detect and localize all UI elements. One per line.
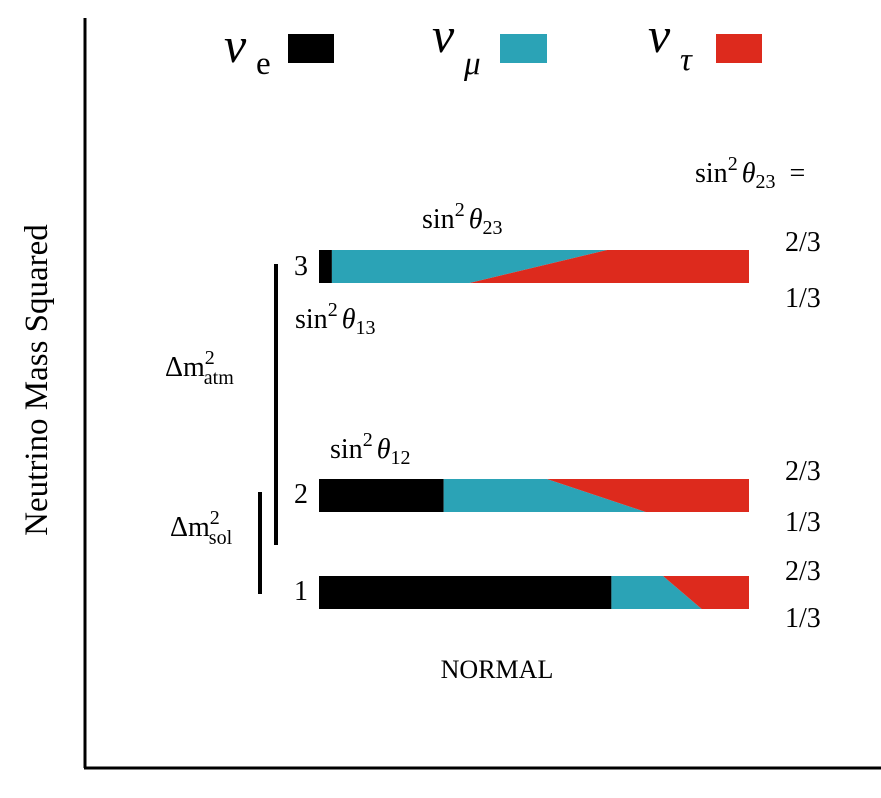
legend-item-nu-mu: ν μ	[432, 7, 547, 82]
nu-mu-segment	[443, 479, 646, 512]
theta23-label: sin2 θ23	[422, 199, 502, 239]
nu-mu-segment	[611, 576, 702, 609]
mass-state-1-bar	[319, 576, 749, 609]
nu-e-segment	[319, 576, 612, 609]
mass-state-2-label: 2	[294, 479, 308, 510]
state-2-lower-value: 1/3	[785, 507, 821, 538]
legend: ν e ν μ ν τ	[224, 7, 762, 82]
state-3-lower-value: 1/3	[785, 283, 821, 314]
nu-e-segment	[319, 479, 444, 512]
atm-splitting-label: Δm2 atm	[165, 347, 234, 389]
nu-e-segment	[319, 250, 332, 283]
theta23-header: sin2 θ23 =	[695, 153, 805, 193]
mass-state-2-bar	[319, 479, 749, 512]
legend-nu-e-symbol: ν	[224, 17, 247, 73]
state-1-lower-value: 1/3	[785, 603, 821, 634]
legend-swatch-nu-tau	[716, 34, 762, 63]
legend-item-nu-tau: ν τ	[648, 7, 762, 78]
legend-swatch-nu-e	[288, 34, 334, 63]
legend-swatch-nu-mu	[500, 34, 547, 63]
state-1-upper-value: 2/3	[785, 556, 821, 587]
nu-mu-segment	[331, 250, 608, 283]
mass-state-1-label: 1	[294, 576, 308, 607]
sol-splitting-label: Δm2 sol	[170, 507, 233, 549]
mass-state-3-bar	[319, 250, 749, 283]
legend-nu-tau-flavor: τ	[680, 42, 693, 78]
nu-tau-segment	[663, 576, 749, 609]
theta12-label: sin2 θ12	[330, 429, 410, 469]
state-3-upper-value: 2/3	[785, 227, 821, 258]
nu-tau-segment	[469, 250, 749, 283]
scenario-label: NORMAL	[441, 655, 554, 684]
legend-nu-tau-symbol: ν	[648, 7, 671, 63]
legend-nu-e-flavor: e	[256, 46, 271, 82]
nu-tau-segment	[546, 479, 749, 512]
theta13-label: sin2 θ13	[295, 299, 375, 339]
y-axis-label: Neutrino Mass Squared	[19, 224, 55, 536]
state-2-upper-value: 2/3	[785, 456, 821, 487]
legend-item-nu-e: ν e	[224, 17, 334, 82]
mass-state-3-label: 3	[294, 251, 308, 282]
legend-nu-mu-symbol: ν	[432, 7, 455, 63]
legend-nu-mu-flavor: μ	[463, 46, 481, 82]
